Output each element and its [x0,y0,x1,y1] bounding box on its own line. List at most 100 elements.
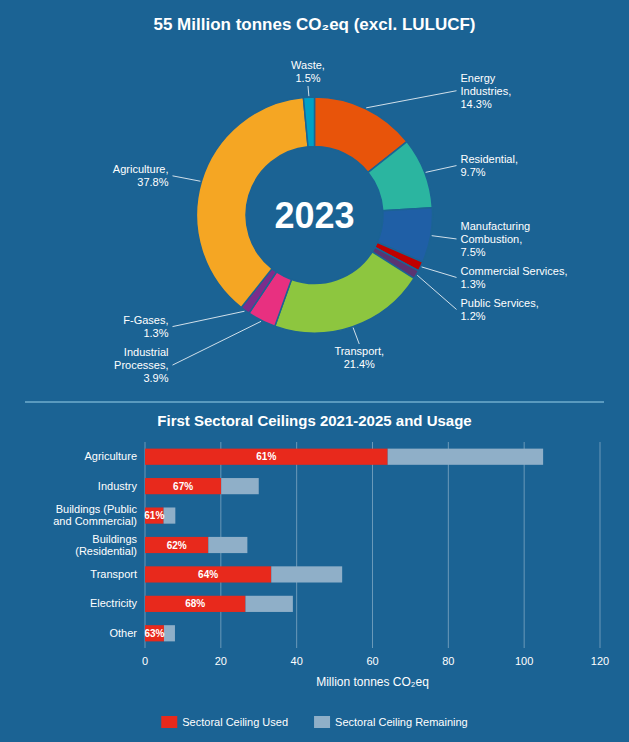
y-tick-label: Transport [90,568,137,580]
text-line: 1.2% [461,310,486,322]
divider [25,401,604,403]
slice-label: Public Services,1.2% [461,297,539,322]
leader-line [426,166,457,173]
title: First Sectoral Ceilings 2021-2025 and Us… [157,412,471,429]
bar-annotation: 68% [185,598,205,609]
slice-label: Transport,21.4% [334,345,384,370]
bar-annotation: 63% [144,628,164,639]
slice-label: Agriculture,37.8% [113,163,169,188]
text-line: Buildings (Public [56,503,138,515]
x-tick-label: 20 [215,655,227,667]
grid-line [600,442,601,648]
text-line: Waste, [291,59,325,71]
x-tick-label: 40 [291,655,303,667]
text-line: Buildings [92,533,137,545]
y-tick-label: Other [109,627,137,639]
text-line: Agriculture [84,450,137,462]
donut: 55 Million tonnes CO₂eq (excl. LULUCF)20… [113,15,568,384]
grid-line [372,442,373,648]
slice-label: Waste,1.5% [291,59,325,84]
grid-line [296,442,297,648]
bar [271,566,342,582]
text-line: Manufacturing [461,220,531,232]
bar [388,449,543,465]
legend-entry: Sectoral Ceiling Used [182,716,288,728]
bar-annotation: 61% [144,510,164,521]
text-line: 9.7% [461,166,486,178]
leader-line [417,275,456,309]
bar [164,625,175,641]
text-line: 7.5% [461,246,486,258]
bar-chart: First Sectoral Ceilings 2021-2025 and Us… [53,412,609,728]
bar [208,537,247,553]
leader-line [173,176,201,181]
bar [221,478,259,494]
bar [145,625,164,641]
donut-slice [368,142,432,211]
text-line: Combustion, [461,233,523,245]
y-tick-label: Agriculture [84,450,137,462]
legend-swatch [314,716,330,728]
text-line: 1.3% [143,327,168,339]
leader-line [366,91,456,108]
donut-slice [303,97,314,147]
chart: 55 Million tonnes CO₂eq (excl. LULUCF)20… [0,0,629,742]
bar [145,596,245,612]
x-tick-label: 120 [591,655,609,667]
bar-annotation: 64% [198,569,218,580]
text-line: Other [109,627,137,639]
y-tick-label: Electricity [90,597,138,609]
text-line: F-Gases, [123,314,168,326]
text-line: 1.5% [295,72,320,84]
grid-line [524,442,525,648]
leader-line [422,267,457,278]
x-tick-label: 60 [366,655,378,667]
bar [245,596,292,612]
text-line: Electricity [90,597,138,609]
legend-swatch [161,716,177,728]
legend-entry: Sectoral Ceiling Remaining [335,716,468,728]
grid-line [448,442,449,648]
x-tick-label: 80 [442,655,454,667]
leader-line [432,236,457,239]
text-line: 1.3% [461,278,486,290]
background [0,0,629,742]
text-line: 14.3% [461,98,492,110]
y-tick-label: Industry [98,480,138,492]
leader-line [307,86,309,96]
bar-annotation: 62% [167,540,187,551]
text-line: Commercial Services, [461,265,568,277]
slice-label: F-Gases,1.3% [123,314,168,339]
x-tick-label: 100 [515,655,533,667]
text-line: 37.8% [137,176,168,188]
donut-slice [275,252,414,333]
y-tick-label: Buildings (Publicand Commercial) [53,503,137,527]
text-line: Processes, [114,359,168,371]
text-line: Public Services, [461,297,539,309]
x-tick-label: 0 [142,655,148,667]
leader-line [173,321,262,365]
text-line: (Residential) [75,545,137,557]
slice-label: ManufacturingCombustion,7.5% [461,220,531,258]
center-label: 2023 [274,195,354,236]
text-line: and Commercial) [53,515,137,527]
leader-line [173,311,245,326]
bar [145,507,164,523]
x-axis-label: Million tonnes CO₂eq [316,675,429,689]
slice-label: Commercial Services,1.3% [461,265,568,290]
leader-line [353,328,359,344]
bars [145,449,543,642]
text-line: Industrial [124,346,169,358]
bar [145,566,271,582]
y-tick-label: Buildings(Residential) [75,533,137,557]
bar-annotation: 61% [256,451,276,462]
text-line: Residential, [461,153,518,165]
bar [145,478,221,494]
text-line: Agriculture, [113,163,169,175]
bar [145,537,208,553]
text-line: Transport [90,568,137,580]
text-line: Industry [98,480,138,492]
bar-annotation: 67% [173,481,193,492]
text-line: 21.4% [344,358,375,370]
legend: Sectoral Ceiling Used Sectoral Ceiling Re… [161,716,467,728]
